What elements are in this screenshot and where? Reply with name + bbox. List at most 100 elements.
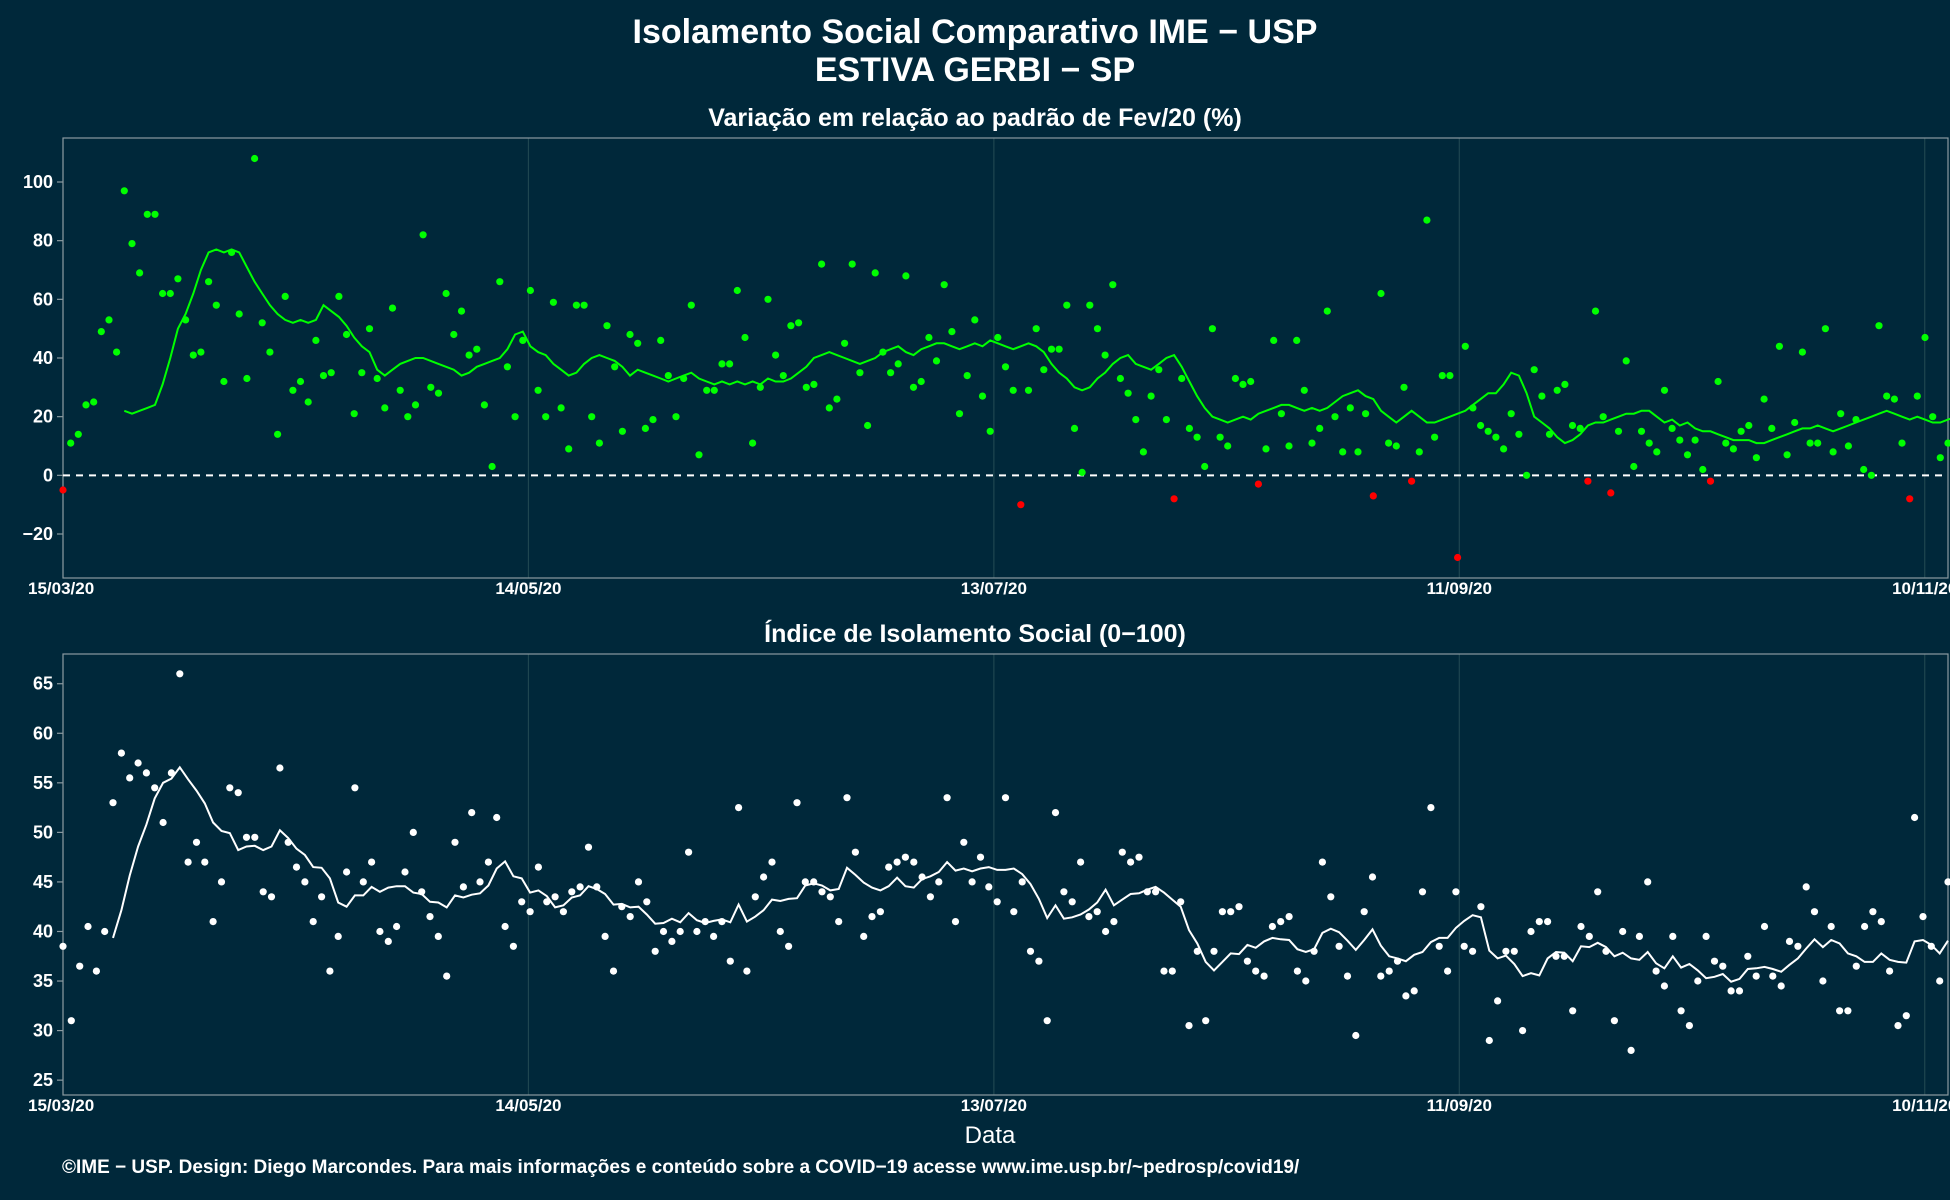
data-point — [519, 336, 527, 344]
data-point — [1683, 451, 1692, 459]
data-point — [1431, 433, 1439, 441]
data-point — [1527, 927, 1535, 936]
data-point — [1262, 445, 1270, 453]
data-point — [833, 395, 841, 403]
data-point — [572, 301, 581, 309]
data-point — [76, 962, 84, 970]
data-point — [595, 439, 604, 447]
data-point — [1530, 366, 1538, 374]
data-point — [1752, 454, 1760, 462]
chart-title-line1: Isolamento Social Comparativo IME − USP — [632, 13, 1318, 51]
data-point — [393, 922, 401, 931]
x-tick-label: 11/09/20 — [1427, 1096, 1492, 1115]
data-point — [501, 922, 509, 931]
y-tick-label: −20 — [22, 524, 53, 544]
data-point — [611, 363, 619, 371]
data-point — [1243, 957, 1251, 965]
data-point — [1446, 372, 1454, 380]
data-point — [1727, 987, 1735, 995]
data-point — [743, 967, 751, 975]
data-point — [1247, 377, 1255, 386]
data-point — [559, 908, 568, 916]
data-point — [593, 883, 601, 891]
data-point — [1369, 492, 1377, 500]
data-point — [526, 908, 534, 916]
data-point — [864, 421, 872, 430]
data-point — [509, 942, 517, 950]
data-point — [672, 413, 680, 421]
data-point — [701, 918, 709, 926]
data-point — [1869, 908, 1877, 916]
data-point — [1584, 477, 1592, 485]
data-point — [848, 260, 856, 268]
data-point — [776, 927, 784, 936]
data-point — [1068, 898, 1076, 906]
data-point — [893, 858, 901, 866]
data-point — [1484, 427, 1492, 435]
data-point — [113, 348, 121, 356]
data-point — [318, 893, 326, 901]
data-point — [685, 848, 693, 856]
data-point — [1837, 410, 1845, 418]
data-point — [1645, 439, 1653, 447]
data-point — [651, 947, 659, 955]
data-point — [760, 873, 768, 881]
moving-average-line — [123, 248, 1950, 445]
data-point — [1051, 809, 1060, 817]
data-point — [1302, 977, 1310, 985]
data-point — [259, 888, 267, 896]
data-point — [576, 883, 584, 891]
data-point — [1735, 987, 1744, 995]
data-point — [1500, 445, 1508, 453]
data-point — [159, 289, 167, 298]
data-point — [151, 210, 159, 218]
data-point — [1844, 442, 1852, 450]
data-point — [634, 878, 643, 886]
panel-2: 15/03/20 14/05/20 13/07/20 11/09/20 10/11/20… — [28, 653, 1950, 1115]
data-point — [1507, 410, 1515, 418]
data-point — [251, 154, 259, 163]
data-point — [457, 307, 466, 315]
data-point — [835, 918, 843, 926]
data-point — [657, 336, 665, 344]
data-point — [296, 377, 305, 386]
data-point — [1285, 442, 1293, 450]
data-point — [1944, 439, 1950, 447]
data-point — [1339, 448, 1347, 456]
data-point — [459, 883, 467, 891]
data-point — [568, 888, 576, 896]
data-point — [818, 888, 826, 896]
data-point — [1902, 1012, 1910, 1020]
data-point — [1894, 1022, 1902, 1030]
data-point — [668, 937, 676, 946]
data-point — [693, 927, 701, 936]
data-point — [359, 878, 367, 886]
data-point — [242, 833, 251, 841]
data-point — [994, 333, 1002, 342]
y-tick-label: 35 — [33, 971, 53, 991]
data-point — [97, 328, 105, 336]
data-point — [618, 903, 626, 911]
data-point — [1814, 439, 1822, 447]
data-point — [1423, 216, 1431, 224]
data-point — [511, 413, 519, 421]
data-point — [59, 486, 67, 494]
data-point — [940, 281, 948, 289]
data-point — [918, 873, 926, 881]
data-point — [1798, 348, 1806, 356]
x-tick-label: 10/11/20 — [1892, 579, 1950, 598]
data-point — [557, 404, 565, 412]
y-tick-label: 45 — [33, 872, 53, 892]
data-point — [1577, 922, 1585, 931]
data-point — [518, 898, 526, 906]
data-point — [1135, 853, 1143, 861]
x-tick-label: 14/05/20 — [495, 579, 561, 598]
data-point — [1492, 433, 1500, 441]
data-point — [1485, 1036, 1493, 1045]
data-point — [388, 304, 397, 312]
data-point — [1352, 1031, 1360, 1040]
data-point — [551, 893, 559, 901]
data-point — [1702, 932, 1710, 941]
data-point — [1810, 908, 1819, 916]
